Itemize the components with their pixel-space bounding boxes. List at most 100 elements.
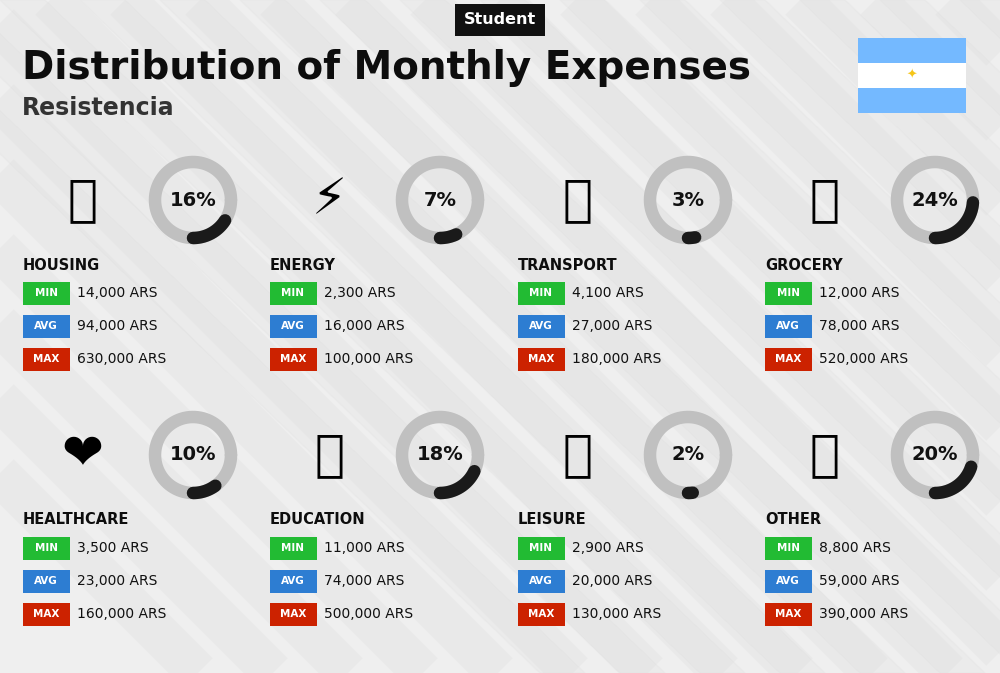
Text: 14,000 ARS: 14,000 ARS (77, 286, 158, 300)
Text: MAX: MAX (280, 609, 306, 619)
Text: 130,000 ARS: 130,000 ARS (572, 607, 661, 621)
FancyBboxPatch shape (518, 602, 564, 625)
Polygon shape (0, 0, 585, 673)
Text: GROCERY: GROCERY (765, 258, 843, 273)
FancyBboxPatch shape (518, 536, 564, 559)
Text: 180,000 ARS: 180,000 ARS (572, 352, 661, 366)
Text: AVG: AVG (776, 576, 800, 586)
Text: 16,000 ARS: 16,000 ARS (324, 319, 405, 333)
Polygon shape (0, 0, 665, 673)
Text: 160,000 ARS: 160,000 ARS (77, 607, 166, 621)
Text: ❤️: ❤️ (62, 431, 104, 479)
FancyBboxPatch shape (858, 63, 966, 88)
Text: MAX: MAX (528, 354, 554, 364)
Text: 3,500 ARS: 3,500 ARS (77, 541, 149, 555)
Text: 630,000 ARS: 630,000 ARS (77, 352, 166, 366)
Text: MAX: MAX (33, 354, 59, 364)
Text: HOUSING: HOUSING (23, 258, 100, 273)
Text: Resistencia: Resistencia (22, 96, 175, 120)
FancyBboxPatch shape (270, 314, 316, 337)
Text: 20,000 ARS: 20,000 ARS (572, 574, 652, 588)
Text: MIN: MIN (530, 288, 552, 298)
Text: MIN: MIN (530, 543, 552, 553)
Text: 🛍️: 🛍️ (563, 431, 593, 479)
Text: EDUCATION: EDUCATION (270, 513, 366, 528)
FancyBboxPatch shape (22, 314, 70, 337)
FancyBboxPatch shape (22, 569, 70, 592)
Text: 8,800 ARS: 8,800 ARS (819, 541, 891, 555)
Polygon shape (320, 0, 1000, 673)
Text: 500,000 ARS: 500,000 ARS (324, 607, 413, 621)
Text: 🚌: 🚌 (563, 176, 593, 224)
FancyBboxPatch shape (858, 88, 966, 113)
FancyBboxPatch shape (22, 602, 70, 625)
Text: MAX: MAX (280, 354, 306, 364)
FancyBboxPatch shape (858, 38, 966, 63)
FancyBboxPatch shape (270, 281, 316, 304)
Text: 74,000 ARS: 74,000 ARS (324, 574, 404, 588)
FancyBboxPatch shape (518, 281, 564, 304)
Text: 24%: 24% (912, 190, 958, 209)
Text: TRANSPORT: TRANSPORT (518, 258, 618, 273)
Text: 4,100 ARS: 4,100 ARS (572, 286, 644, 300)
Text: AVG: AVG (34, 576, 58, 586)
Text: AVG: AVG (776, 321, 800, 331)
Text: MIN: MIN (34, 543, 58, 553)
Text: OTHER: OTHER (765, 513, 821, 528)
FancyBboxPatch shape (765, 347, 812, 371)
Text: 2,900 ARS: 2,900 ARS (572, 541, 644, 555)
Polygon shape (800, 0, 1000, 673)
Polygon shape (80, 0, 825, 673)
Text: LEISURE: LEISURE (518, 513, 587, 528)
Text: 7%: 7% (424, 190, 456, 209)
Text: ✦: ✦ (907, 69, 917, 82)
Text: 🎓: 🎓 (315, 431, 345, 479)
Polygon shape (0, 0, 745, 673)
Text: 💰: 💰 (810, 431, 840, 479)
Text: 18%: 18% (417, 446, 463, 464)
Text: MIN: MIN (776, 543, 800, 553)
FancyBboxPatch shape (22, 536, 70, 559)
Text: AVG: AVG (281, 321, 305, 331)
Text: MIN: MIN (282, 288, 304, 298)
Text: AVG: AVG (529, 321, 553, 331)
FancyBboxPatch shape (270, 347, 316, 371)
Text: AVG: AVG (34, 321, 58, 331)
Text: MIN: MIN (34, 288, 58, 298)
Text: MAX: MAX (528, 609, 554, 619)
Polygon shape (160, 0, 905, 673)
FancyBboxPatch shape (765, 602, 812, 625)
Text: 78,000 ARS: 78,000 ARS (819, 319, 900, 333)
FancyBboxPatch shape (22, 281, 70, 304)
Text: 10%: 10% (170, 446, 216, 464)
FancyBboxPatch shape (518, 314, 564, 337)
Text: ⚡️: ⚡️ (312, 176, 348, 224)
Text: 94,000 ARS: 94,000 ARS (77, 319, 158, 333)
Text: MIN: MIN (776, 288, 800, 298)
FancyBboxPatch shape (518, 347, 564, 371)
Text: 520,000 ARS: 520,000 ARS (819, 352, 908, 366)
FancyBboxPatch shape (22, 347, 70, 371)
FancyBboxPatch shape (270, 569, 316, 592)
Polygon shape (400, 0, 1000, 673)
Polygon shape (560, 0, 1000, 673)
Text: AVG: AVG (529, 576, 553, 586)
FancyBboxPatch shape (765, 569, 812, 592)
Text: Distribution of Monthly Expenses: Distribution of Monthly Expenses (22, 49, 751, 87)
Text: 2,300 ARS: 2,300 ARS (324, 286, 396, 300)
FancyBboxPatch shape (270, 536, 316, 559)
Polygon shape (640, 0, 1000, 673)
Text: 🛒: 🛒 (810, 176, 840, 224)
Text: 🏗️: 🏗️ (68, 176, 98, 224)
Text: 12,000 ARS: 12,000 ARS (819, 286, 900, 300)
Text: 16%: 16% (170, 190, 216, 209)
Text: 100,000 ARS: 100,000 ARS (324, 352, 413, 366)
Text: 3%: 3% (672, 190, 704, 209)
Text: 390,000 ARS: 390,000 ARS (819, 607, 908, 621)
Text: MAX: MAX (33, 609, 59, 619)
Text: HEALTHCARE: HEALTHCARE (23, 513, 129, 528)
FancyBboxPatch shape (765, 281, 812, 304)
FancyBboxPatch shape (270, 602, 316, 625)
Text: 23,000 ARS: 23,000 ARS (77, 574, 157, 588)
Polygon shape (960, 0, 1000, 673)
